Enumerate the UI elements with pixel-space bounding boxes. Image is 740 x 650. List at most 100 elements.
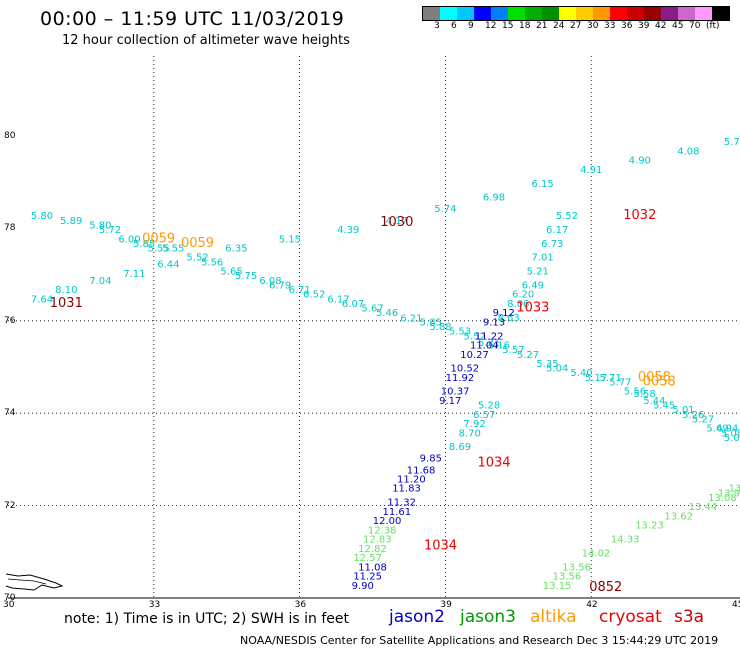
wave-height-label: 12.57 bbox=[353, 553, 382, 564]
wave-height-label: 5.75 bbox=[235, 271, 257, 282]
wave-height-label: 5.46 bbox=[376, 308, 398, 319]
wave-height-label: 5.21 bbox=[478, 338, 500, 349]
wave-height-label: 4.39 bbox=[337, 225, 359, 236]
legend-tick-label: 45 bbox=[672, 21, 684, 31]
wave-height-label: 5.52 bbox=[463, 331, 485, 342]
wave-height-label: 5.45 bbox=[653, 401, 675, 412]
wave-height-label: 11.04 bbox=[470, 341, 499, 352]
legend-swatch bbox=[491, 7, 508, 20]
pass-time-tag: 1033 bbox=[516, 301, 549, 316]
island-outline-inner bbox=[7, 578, 47, 585]
wave-height-label: 7.04 bbox=[89, 276, 111, 287]
wave-height-label: 6.52 bbox=[303, 290, 325, 301]
wave-height-label: 5.40 bbox=[570, 368, 592, 379]
units-note: note: 1) Time is in UTC; 2) SWH is in fe… bbox=[64, 611, 350, 627]
wave-height-label: 6.49 bbox=[522, 280, 544, 291]
wave-height-label: 5.08 bbox=[721, 428, 740, 439]
legend-tick-label: 36 bbox=[621, 21, 633, 31]
longitude-label: 39 bbox=[440, 600, 452, 610]
wave-height-label: 12.83 bbox=[363, 535, 392, 546]
wave-height-label: 5.55 bbox=[162, 244, 184, 255]
legend-swatch bbox=[644, 7, 661, 20]
wave-height-label: 11.61 bbox=[382, 507, 411, 518]
pass-time-tag: 1032 bbox=[623, 208, 656, 223]
wave-height-label: 5.27 bbox=[517, 350, 539, 361]
wave-height-label: 5.17 bbox=[585, 373, 607, 384]
wave-height-label: 4.17 bbox=[386, 216, 408, 227]
wave-height-label: 9.12 bbox=[493, 308, 515, 319]
legend-swatch bbox=[576, 7, 593, 20]
wave-height-label: 5.52 bbox=[186, 253, 208, 264]
wave-height-label: 11.32 bbox=[387, 498, 416, 509]
pass-time-tag: 1034 bbox=[477, 455, 510, 470]
legend-swatch bbox=[593, 7, 610, 20]
legend-tick-label: 39 bbox=[638, 21, 650, 31]
wave-height-label: 5.56 bbox=[201, 257, 223, 268]
wave-height-label: 5.16 bbox=[488, 341, 510, 352]
wave-height-label: 5.28 bbox=[478, 401, 500, 412]
wave-height-label: 8.63 bbox=[497, 313, 519, 324]
pass-time-tag: 0059 bbox=[142, 231, 175, 246]
wave-height-label: 5.56 bbox=[624, 387, 646, 398]
wave-height-label: 13.62 bbox=[664, 511, 693, 522]
wave-height-label: 10.37 bbox=[441, 387, 470, 398]
wave-height-label: 8.10 bbox=[55, 285, 77, 296]
wave-height-label: 12.82 bbox=[358, 544, 387, 555]
satellite-tracks: 5.80 5.89 5.805.726.005.855.555.555.525.56… bbox=[31, 137, 740, 592]
wave-height-label: 5.71 bbox=[600, 373, 622, 384]
wave-height-label: 14.33 bbox=[611, 535, 640, 546]
legend-tick-label: 6 bbox=[451, 21, 457, 31]
wave-height-label: 6.44 bbox=[157, 260, 179, 271]
wave-height-label: 5.67 bbox=[361, 304, 383, 315]
wave-height-label: 13 bbox=[729, 484, 740, 495]
wave-height-label: 5.80 bbox=[31, 211, 53, 222]
wave-height-label: 5.15 bbox=[279, 234, 301, 245]
legend-swatch bbox=[610, 7, 627, 20]
wave-height-label: 9.90 bbox=[352, 581, 374, 592]
island-outline bbox=[5, 573, 64, 591]
wave-height-label: 5.74 bbox=[434, 204, 456, 215]
legend-tick-label: 70 bbox=[689, 21, 701, 31]
wave-height-label: 5.57 bbox=[502, 345, 524, 356]
wave-height-label: 11.08 bbox=[358, 562, 387, 573]
legend-swatch bbox=[440, 7, 457, 20]
legend-swatch bbox=[627, 7, 644, 20]
latitude-label: 74 bbox=[4, 408, 16, 419]
legend-swatch bbox=[423, 7, 440, 20]
pass-time-tag: 1034 bbox=[424, 538, 457, 553]
wave-height-label: 5.04 bbox=[546, 364, 568, 375]
wave-height-label: 4.94 bbox=[716, 424, 738, 435]
pass-time-tag: 0058 bbox=[638, 370, 671, 385]
wave-height-label: 7.92 bbox=[463, 419, 485, 430]
wave-height-label: 13.15 bbox=[543, 581, 572, 592]
wave-height-label: 6.00 bbox=[118, 234, 140, 245]
wave-height-label: 5.01 bbox=[672, 405, 694, 416]
wave-height-label: 11.25 bbox=[353, 572, 382, 583]
map-grid bbox=[8, 56, 740, 599]
longitude-label: 45 bbox=[732, 600, 740, 610]
page-title: 00:00 – 11:59 UTC 11/03/2019 bbox=[40, 8, 345, 30]
legend-tick-label: 9 bbox=[468, 21, 474, 31]
wave-height-label: 4.91 bbox=[580, 165, 602, 176]
wave-height-label: 5.58 bbox=[634, 389, 656, 400]
legend-swatch bbox=[712, 7, 729, 20]
wave-height-label: 5.55 bbox=[148, 244, 170, 255]
wave-height-label: 5.44 bbox=[643, 396, 665, 407]
legend-swatch bbox=[695, 7, 712, 20]
legend-swatch bbox=[542, 7, 559, 20]
legend-swatch bbox=[474, 7, 491, 20]
wave-height-label: 13.56 bbox=[562, 562, 591, 573]
wave-height-label: 6.17 bbox=[546, 225, 568, 236]
wave-height-label: 6.71 bbox=[288, 285, 310, 296]
wave-height-label: 6.08 bbox=[259, 276, 281, 287]
coastline bbox=[5, 573, 64, 591]
wave-height-label: 12.38 bbox=[368, 525, 397, 536]
wave-height-label: 5.77 bbox=[609, 377, 631, 388]
wave-height-label: 5.80 bbox=[89, 220, 111, 231]
wave-height-label: 12.00 bbox=[373, 516, 402, 527]
longitude-label: 30 bbox=[3, 600, 15, 610]
legend-swatch bbox=[525, 7, 542, 20]
wave-height-label: 14.02 bbox=[582, 548, 611, 559]
